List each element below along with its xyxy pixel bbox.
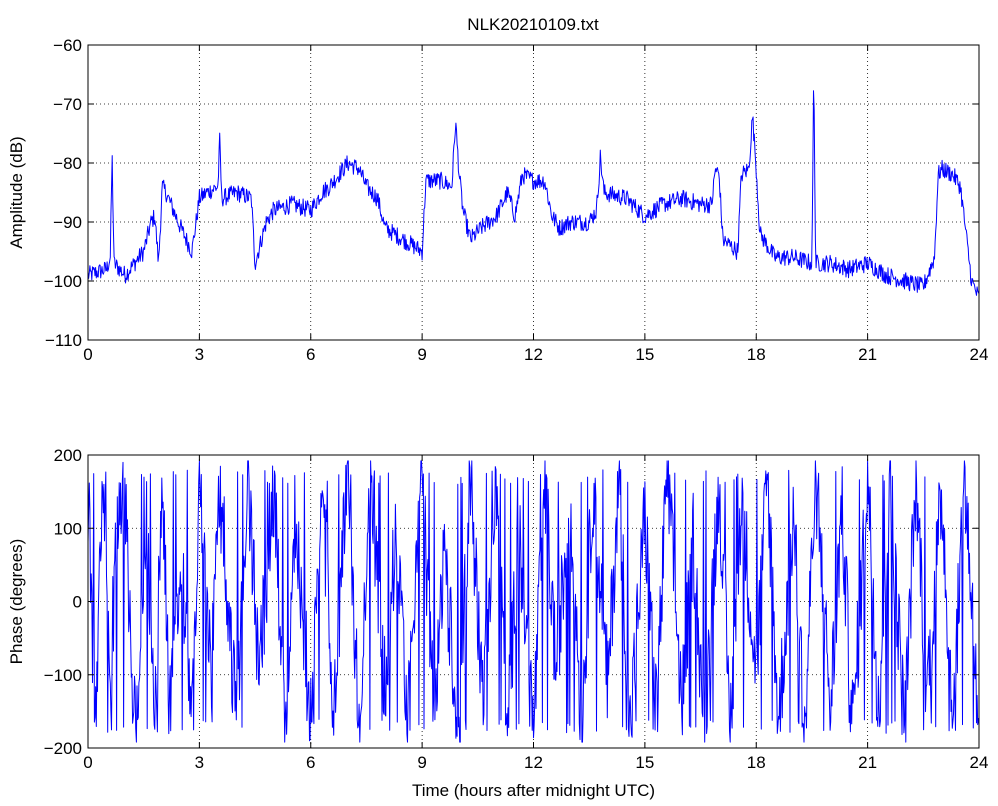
amplitude-x-tick-label: 6 bbox=[306, 345, 315, 364]
phase-x-tick-label: 21 bbox=[858, 753, 877, 772]
phase-y-tick-label: 200 bbox=[54, 446, 82, 465]
figure-title: NLK20210109.txt bbox=[467, 15, 599, 34]
amplitude-y-axis-label: Amplitude (dB) bbox=[7, 136, 26, 248]
amplitude-x-tick-label: 21 bbox=[858, 345, 877, 364]
phase-y-axis-label: Phase (degrees) bbox=[7, 539, 26, 665]
phase-x-axis-label: Time (hours after midnight UTC) bbox=[412, 781, 655, 800]
phase-series-line bbox=[87, 460, 980, 743]
phase-y-tick-label: 0 bbox=[73, 593, 82, 612]
phase-panel: 0 3 6 9 12 15 18 21 24 −200 −100 0 100 200 Phase (degr… bbox=[7, 446, 988, 800]
amplitude-y-tick-label: −90 bbox=[53, 213, 82, 232]
phase-x-tick-label: 0 bbox=[83, 753, 92, 772]
phase-x-tick-label: 3 bbox=[195, 753, 204, 772]
phase-x-tick-label: 9 bbox=[417, 753, 426, 772]
amplitude-x-tick-label: 3 bbox=[195, 345, 204, 364]
amplitude-y-tick-label: −60 bbox=[53, 36, 82, 55]
amplitude-x-tick-label: 15 bbox=[635, 345, 654, 364]
phase-x-tick-label: 15 bbox=[635, 753, 654, 772]
amplitude-y-tick-label: −100 bbox=[44, 272, 82, 291]
amplitude-y-tick-label: −110 bbox=[45, 331, 82, 350]
amplitude-panel: 0 3 6 9 12 15 18 21 24 −110 −100 −90 −80 −70 −60 Amplit… bbox=[7, 36, 988, 364]
amplitude-x-tick-label: 18 bbox=[747, 345, 766, 364]
phase-x-tick-label: 6 bbox=[306, 753, 315, 772]
amplitude-x-tick-label: 24 bbox=[970, 345, 989, 364]
amplitude-series-line bbox=[87, 90, 980, 296]
phase-y-tick-label: −200 bbox=[44, 739, 82, 758]
phase-x-tick-label: 24 bbox=[970, 753, 989, 772]
phase-y-tick-label: −100 bbox=[44, 666, 82, 685]
amplitude-x-tick-label: 12 bbox=[524, 345, 543, 364]
phase-x-tick-label: 12 bbox=[524, 753, 543, 772]
amplitude-x-tick-label: 0 bbox=[83, 345, 92, 364]
phase-y-tick-label: 100 bbox=[54, 519, 82, 538]
phase-x-tick-label: 18 bbox=[747, 753, 766, 772]
amplitude-x-tick-label: 9 bbox=[417, 345, 426, 364]
amplitude-y-tick-label: −70 bbox=[53, 95, 82, 114]
amplitude-y-tick-label: −80 bbox=[53, 154, 82, 173]
